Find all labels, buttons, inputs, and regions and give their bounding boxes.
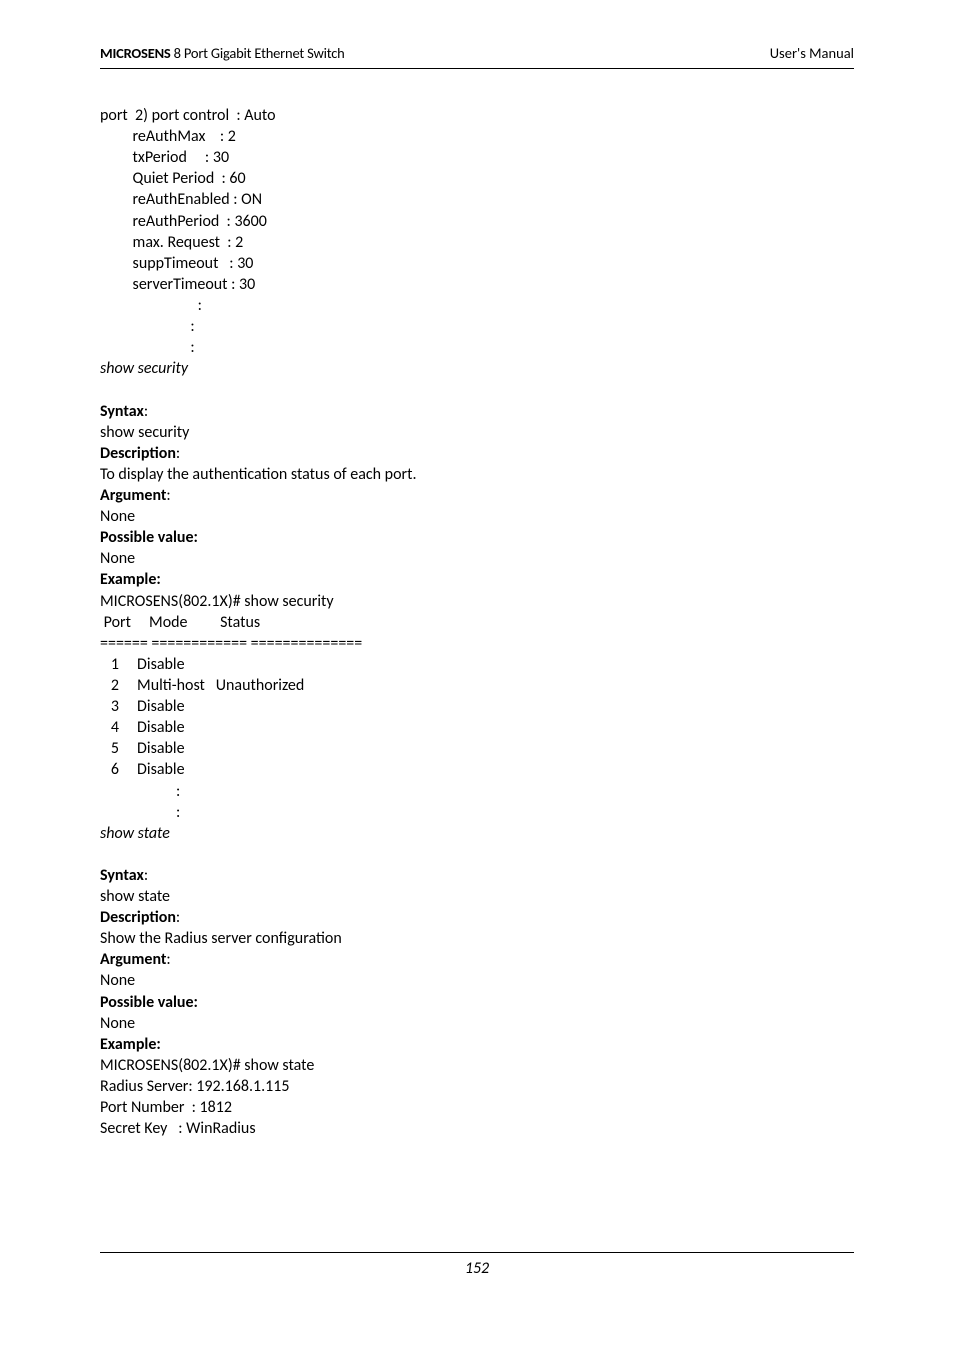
page-container: MICROSENS 8 Port Gigabit Ethernet Switch…	[0, 0, 954, 1350]
argument-line: Argument:	[100, 485, 854, 506]
description-label: Description	[100, 908, 176, 927]
page-footer: 152	[100, 1252, 854, 1278]
description-line: Description:	[100, 907, 854, 928]
header-rule	[100, 68, 854, 69]
argument-value: None	[100, 506, 854, 527]
argument-label: Argument	[100, 486, 166, 505]
security-example-block: MICROSENS(802.1X)# show security Port Mo…	[100, 591, 854, 823]
desc-auth: authentication	[192, 465, 287, 484]
page-number: 152	[100, 1259, 854, 1278]
possible-value-value: None	[100, 1013, 854, 1034]
desc-pre: To display the	[100, 465, 192, 484]
header-brand-bold: MICROSENS	[100, 44, 171, 62]
description-line: Description:	[100, 443, 854, 464]
desc-post: status of each port.	[287, 465, 416, 484]
show-state-heading: show state	[100, 823, 854, 844]
syntax-line: Syntax:	[100, 401, 854, 422]
example-label: Example:	[100, 1034, 854, 1055]
syntax-label: Syntax	[100, 866, 144, 885]
port2-config-block: port 2) port control : Auto reAuthMax : …	[100, 105, 854, 358]
header-left: MICROSENS 8 Port Gigabit Ethernet Switch	[100, 44, 345, 62]
syntax-value: show security	[100, 422, 854, 443]
possible-value-label: Possible value:	[100, 992, 854, 1013]
header-right: User's Manual	[770, 44, 854, 62]
blank-line	[100, 844, 854, 865]
footer-rule	[100, 1252, 854, 1253]
possible-value-value: None	[100, 548, 854, 569]
page-content: port 2) port control : Auto reAuthMax : …	[100, 105, 854, 1139]
state-example-block: MICROSENS(802.1X)# show state Radius Ser…	[100, 1055, 854, 1139]
possible-value-label: Possible value:	[100, 527, 854, 548]
blank-line	[100, 379, 854, 400]
argument-value: None	[100, 970, 854, 991]
show-security-heading: show security	[100, 358, 854, 379]
syntax-line: Syntax:	[100, 865, 854, 886]
argument-label: Argument	[100, 950, 166, 969]
description-value: To display the authentication status of …	[100, 464, 854, 485]
syntax-value: show state	[100, 886, 854, 907]
page-header: MICROSENS 8 Port Gigabit Ethernet Switch…	[100, 44, 854, 66]
description-value: Show the Radius server configuration	[100, 928, 854, 949]
header-brand-rest: 8 Port Gigabit Ethernet Switch	[171, 44, 345, 62]
syntax-label: Syntax	[100, 402, 144, 421]
description-label: Description	[100, 444, 176, 463]
example-label: Example:	[100, 569, 854, 590]
argument-line: Argument:	[100, 949, 854, 970]
